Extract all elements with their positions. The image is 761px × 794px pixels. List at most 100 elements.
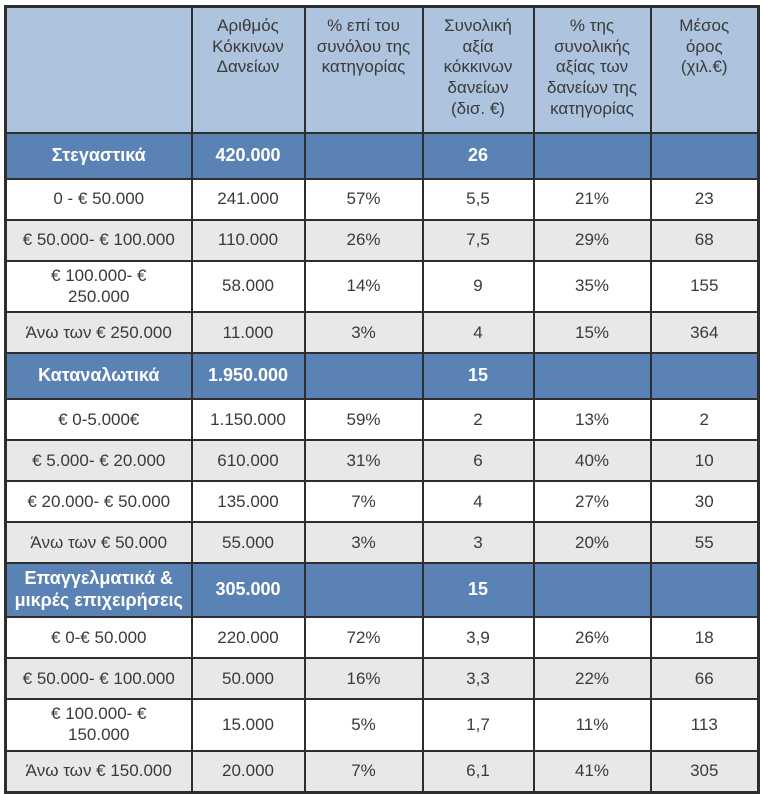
avg-cell: 30 — [649, 480, 760, 524]
section-pct_value-cell — [532, 562, 652, 619]
count-cell: 15.000 — [190, 698, 306, 752]
count-cell: 1.150.000 — [190, 398, 306, 442]
range-label-cell: € 0-5.000€ — [4, 398, 193, 442]
value-cell: 7,5 — [421, 219, 535, 262]
count-cell: 610.000 — [190, 439, 306, 483]
range-label-cell: € 100.000- € 250.000 — [4, 259, 193, 314]
avg-cell: 113 — [649, 698, 760, 752]
section-label-cell: Επαγγελματικά & μικρές επιχειρήσεις — [4, 562, 193, 619]
section-pct_count-cell — [303, 562, 424, 619]
section-count-cell: 1.950.000 — [190, 352, 306, 401]
range-label-cell: € 100.000- € 150.000 — [4, 698, 193, 752]
section-pct_value-cell — [532, 352, 652, 401]
avg-cell: 55 — [649, 521, 760, 565]
count-cell: 110.000 — [190, 219, 306, 262]
value-cell: 2 — [421, 398, 535, 442]
pct_count-cell: 5% — [303, 698, 424, 752]
table-body: Στεγαστικά 420.000 26 0 - € 50.000 241.000 57… — [4, 132, 760, 794]
pct_value-cell: 11% — [532, 698, 652, 752]
count-cell: 135.000 — [190, 480, 306, 524]
pct_count-cell: 16% — [303, 657, 424, 701]
count-cell: 55.000 — [190, 521, 306, 565]
range-label-cell: € 5.000- € 20.000 — [4, 439, 193, 483]
pct_value-cell: 27% — [532, 480, 652, 524]
range-label-cell: Άνω των € 250.000 — [4, 311, 193, 355]
pct_count-cell: 7% — [303, 749, 424, 794]
value-cell: 6 — [421, 439, 535, 483]
avg-cell: 2 — [649, 398, 760, 442]
avg-cell: 23 — [649, 178, 760, 221]
table-row: € 100.000- € 150.000 15.000 5% 1,7 11% 113 — [4, 698, 760, 752]
value-cell: 3 — [421, 521, 535, 565]
range-label-cell: € 20.000- € 50.000 — [4, 480, 193, 524]
table-row: € 50.000- € 100.000 110.000 26% 7,5 29% 68 — [4, 219, 760, 262]
value-cell: 1,7 — [421, 698, 535, 752]
pct_value-cell: 35% — [532, 259, 652, 314]
section-avg-cell — [649, 352, 760, 401]
pct_value-cell: 29% — [532, 219, 652, 262]
table-row: € 100.000- € 250.000 58.000 14% 9 35% 155 — [4, 259, 760, 314]
section-pct_count-cell — [303, 352, 424, 401]
count-cell: 50.000 — [190, 657, 306, 701]
value-cell: 6,1 — [421, 749, 535, 794]
page: Αριθμός Κόκκινων Δανείων% επί του συνόλο… — [4, 5, 760, 794]
table-row: Άνω των € 50.000 55.000 3% 3 20% 55 — [4, 521, 760, 565]
section-label-cell: Καταναλωτικά — [4, 352, 193, 401]
table-row: € 0-€ 50.000 220.000 72% 3,9 26% 18 — [4, 616, 760, 660]
count-cell: 20.000 — [190, 749, 306, 794]
column-header: % επί του συνόλου της κατηγορίας — [303, 5, 424, 134]
pct_count-cell: 59% — [303, 398, 424, 442]
value-cell: 9 — [421, 259, 535, 314]
section-avg-cell — [649, 562, 760, 619]
table-header-row: Αριθμός Κόκκινων Δανείων% επί του συνόλο… — [4, 5, 760, 134]
avg-cell: 155 — [649, 259, 760, 314]
avg-cell: 364 — [649, 311, 760, 355]
pct_value-cell: 40% — [532, 439, 652, 483]
value-cell: 5,5 — [421, 178, 535, 221]
pct_value-cell: 20% — [532, 521, 652, 565]
column-header: Αριθμός Κόκκινων Δανείων — [190, 5, 306, 134]
range-label-cell: 0 - € 50.000 — [4, 178, 193, 221]
avg-cell: 68 — [649, 219, 760, 262]
pct_count-cell: 7% — [303, 480, 424, 524]
pct_value-cell: 13% — [532, 398, 652, 442]
section-row: Στεγαστικά 420.000 26 — [4, 132, 760, 180]
avg-cell: 18 — [649, 616, 760, 660]
section-value-cell: 26 — [421, 132, 535, 180]
section-count-cell: 420.000 — [190, 132, 306, 180]
count-cell: 11.000 — [190, 311, 306, 355]
table-row: 0 - € 50.000 241.000 57% 5,5 21% 23 — [4, 178, 760, 221]
avg-cell: 305 — [649, 749, 760, 794]
corner-header-cell — [4, 5, 193, 134]
range-label-cell: Άνω των € 50.000 — [4, 521, 193, 565]
table-row: € 5.000- € 20.000 610.000 31% 6 40% 10 — [4, 439, 760, 483]
pct_value-cell: 41% — [532, 749, 652, 794]
pct_value-cell: 21% — [532, 178, 652, 221]
value-cell: 3,3 — [421, 657, 535, 701]
pct_value-cell: 26% — [532, 616, 652, 660]
section-count-cell: 305.000 — [190, 562, 306, 619]
pct_count-cell: 3% — [303, 311, 424, 355]
npl-table: Αριθμός Κόκκινων Δανείων% επί του συνόλο… — [4, 5, 760, 794]
value-cell: 4 — [421, 480, 535, 524]
column-header: % της συνολικής αξίας των δανείων της κα… — [532, 5, 652, 134]
pct_value-cell: 15% — [532, 311, 652, 355]
pct_count-cell: 26% — [303, 219, 424, 262]
section-row: Επαγγελματικά & μικρές επιχειρήσεις 305.0… — [4, 562, 760, 619]
section-pct_count-cell — [303, 132, 424, 180]
pct_value-cell: 22% — [532, 657, 652, 701]
range-label-cell: € 0-€ 50.000 — [4, 616, 193, 660]
column-header: Συνολική αξία κόκκινων δανείων (δισ. €) — [421, 5, 535, 134]
range-label-cell: € 50.000- € 100.000 — [4, 219, 193, 262]
count-cell: 58.000 — [190, 259, 306, 314]
count-cell: 220.000 — [190, 616, 306, 660]
count-cell: 241.000 — [190, 178, 306, 221]
section-value-cell: 15 — [421, 562, 535, 619]
pct_count-cell: 57% — [303, 178, 424, 221]
table-row: Άνω των € 250.000 11.000 3% 4 15% 364 — [4, 311, 760, 355]
value-cell: 3,9 — [421, 616, 535, 660]
value-cell: 4 — [421, 311, 535, 355]
table-row: € 20.000- € 50.000 135.000 7% 4 27% 30 — [4, 480, 760, 524]
range-label-cell: € 50.000- € 100.000 — [4, 657, 193, 701]
section-avg-cell — [649, 132, 760, 180]
